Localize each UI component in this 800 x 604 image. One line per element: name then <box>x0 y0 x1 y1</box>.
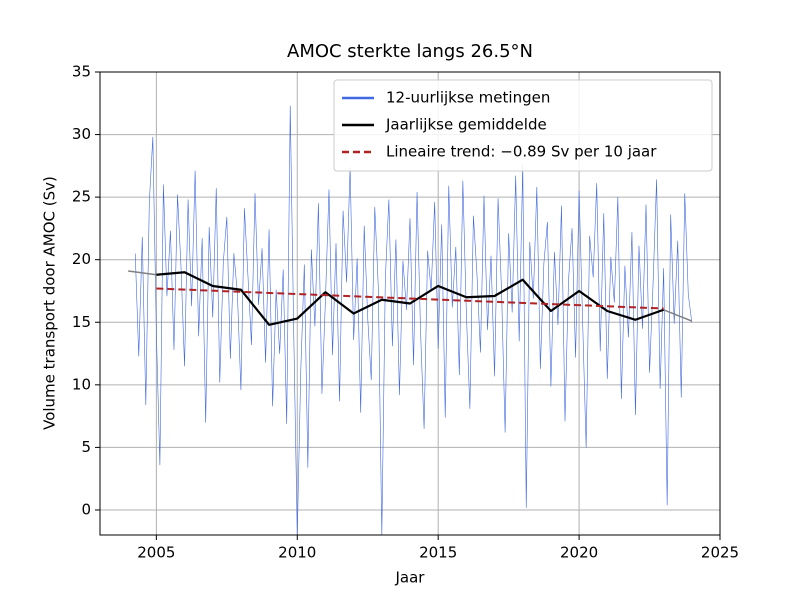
series-line <box>156 271 665 326</box>
y-tick-label: 5 <box>81 438 91 456</box>
legend-box <box>333 79 713 172</box>
series-line <box>134 105 693 535</box>
series-line <box>156 287 664 310</box>
plot-frame <box>99 71 721 536</box>
x-tick-label: 2020 <box>560 544 598 562</box>
x-axis-label: Jaar <box>395 569 426 587</box>
y-axis-label: Volume transport door AMOC (Sv) <box>41 176 59 430</box>
legend-label: Jaarlijkse gemiddelde <box>385 116 547 134</box>
x-tick-label: 2025 <box>701 544 739 562</box>
y-tick-label: 25 <box>72 188 91 206</box>
legend-label: Lineaire trend: −0.89 Sv per 10 jaar <box>386 143 657 161</box>
y-tick-label: 35 <box>72 63 91 81</box>
legend: 12-uurlijkse metingen Jaarlijkse gemiddel… <box>333 79 713 172</box>
x-tick-label: 2015 <box>419 544 457 562</box>
series-line <box>663 309 693 322</box>
y-tick-label: 20 <box>72 250 91 268</box>
y-tick-label: 0 <box>81 500 91 518</box>
x-tick-label: 2005 <box>137 544 175 562</box>
series-line <box>128 270 157 276</box>
y-tick-label: 30 <box>72 125 91 143</box>
chart-title: AMOC sterkte langs 26.5°N <box>287 41 533 62</box>
legend-label: 12-uurlijkse metingen <box>386 89 550 107</box>
y-tick-label: 10 <box>72 375 91 393</box>
x-tick-label: 2010 <box>278 544 316 562</box>
y-tick-label: 15 <box>72 313 91 331</box>
